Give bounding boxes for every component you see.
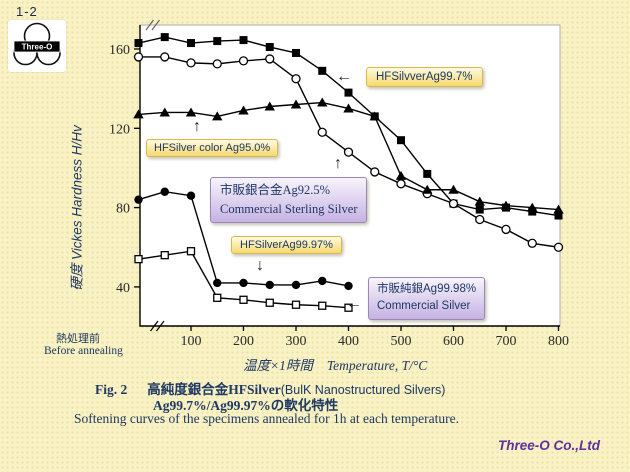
caption-title-paren: (BulK Nanostructured Silvers): [280, 383, 446, 397]
x-tick-700: 700: [496, 334, 517, 349]
series-filled-circle: [134, 187, 353, 291]
x-tick-200: 200: [233, 334, 254, 349]
arrow-left-icon: ←: [346, 295, 362, 312]
annotation-hfsilver-color-ag95-label: HFSilver color Ag95.0%: [154, 142, 271, 154]
three-circles-logo-icon: Three-O: [13, 22, 61, 66]
annotation-hfsilver-ag99-97: HFSilverAg99.97%: [231, 236, 342, 254]
y-tick-80: 80: [116, 202, 130, 217]
annotation-commercial-silver: 市販純銀Ag99.98% Commercial Silver: [368, 277, 486, 320]
annotation-hfsilver-ag99-97-label: HFSilverAg99.97%: [240, 239, 333, 251]
y-tick-40: 40: [116, 281, 130, 296]
series-open-square: [134, 247, 353, 312]
series-open-circle: [133, 52, 564, 252]
arrow-up-icon: ↑: [193, 118, 201, 135]
annotation-hfsilver-color-ag95: HFSilver color Ag95.0%: [146, 139, 279, 157]
annotation-commercial-silver-line1: 市販純銀Ag99.98%: [377, 283, 477, 295]
figure-caption-line3: Softening curves of the specimens anneal…: [74, 411, 459, 426]
before-annealing-label-jp: 熱処理前: [56, 333, 100, 345]
arrow-left-icon: ←: [336, 68, 352, 85]
y-axis-title: 硬度 Vickes Hardness H/Hv: [69, 125, 85, 291]
x-tick-500: 500: [391, 334, 412, 349]
x-tick-300: 300: [286, 334, 307, 349]
annotation-sterling-silver: 市販銀合金Ag92.5% Commercial Sterling Silver: [210, 177, 368, 223]
annotation-sterling-silver-line2: Commercial Sterling Silver: [220, 201, 358, 216]
figure-caption-line1: Fig. 2 高純度銀合金HFSilver(BulK Nanostructured…: [95, 378, 445, 398]
annotation-hfsilver-ag99-7-label: HFSilvverAg99.7%: [376, 71, 473, 83]
x-axis-title-jp: 温度×1時間: [243, 358, 313, 373]
annotation-commercial-silver-line2: Commercial Silver: [377, 300, 471, 313]
x-tick-400: 400: [338, 334, 359, 349]
y-tick-120: 120: [109, 122, 130, 137]
x-tick-600: 600: [443, 334, 464, 349]
y-tick-160: 160: [109, 43, 130, 58]
slide-number: 1-2: [16, 4, 38, 19]
annotation-sterling-silver-line1: 市販銀合金Ag92.5%: [220, 183, 331, 197]
series-filled-triangle: [133, 97, 564, 214]
x-axis-title-en: Temperature, T/°C: [326, 358, 428, 373]
company-logo: Three-O: [8, 20, 66, 72]
figure-caption-line2: Ag99.7%/Ag99.97%の軟化特性: [153, 398, 339, 413]
x-tick-100: 100: [181, 334, 202, 349]
footer-company: Three-O Co.,Ltd: [498, 438, 600, 453]
before-annealing-label-en: Before annealing: [44, 345, 123, 357]
arrow-down-icon: ↓: [256, 257, 264, 274]
annotation-hfsilver-ag99-7: HFSilvverAg99.7%: [366, 67, 483, 87]
arrow-up-icon: ↑: [334, 155, 342, 172]
x-tick-800: 800: [548, 334, 569, 349]
figure-label: Fig. 2: [95, 382, 128, 397]
logo-label: Three-O: [22, 43, 53, 52]
x-axis-title: 温度×1時間 Temperature, T/°C: [243, 354, 441, 374]
caption-title-jp: 高純度銀合金HFSilver: [147, 382, 281, 397]
